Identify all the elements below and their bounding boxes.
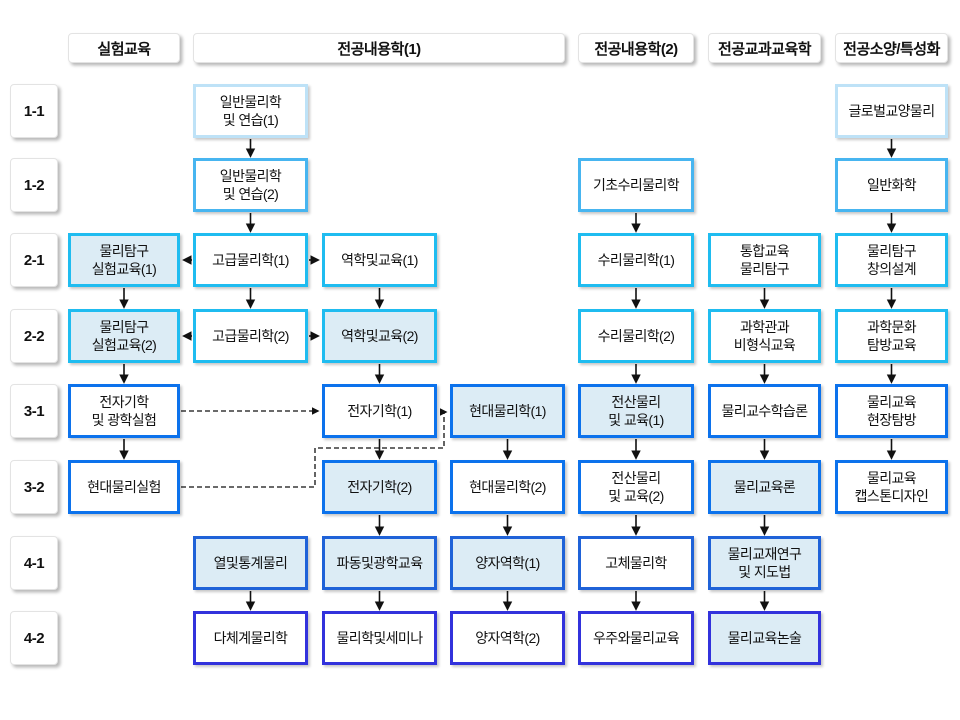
course-general-chemistry: 일반화학 xyxy=(835,158,948,212)
course-mathematical-physics-2: 수리물리학(2) xyxy=(578,309,694,363)
course-general-physics-2: 일반물리학 및 연습(2) xyxy=(193,158,308,212)
course-solid-state-physics: 고체물리학 xyxy=(578,536,694,590)
course-science-culture-field-trip-education: 과학문화 탐방교육 xyxy=(835,309,948,363)
course-many-body-physics: 다체계물리학 xyxy=(193,611,308,665)
course-physics-education-theory: 물리교육론 xyxy=(708,460,821,514)
row-label-2-2: 2-2 xyxy=(10,309,58,363)
column-header-major-content-1: 전공내용학(1) xyxy=(193,33,565,63)
course-physics-seminar: 물리학및세미나 xyxy=(322,611,437,665)
course-physics-inquiry-creative-design: 물리탐구 창의설계 xyxy=(835,233,948,287)
column-header-liberal-specialization: 전공소양/특성화 xyxy=(835,33,948,63)
course-modern-physics-2: 현대물리학(2) xyxy=(450,460,565,514)
course-modern-physics-lab: 현대물리실험 xyxy=(68,460,180,514)
column-header-subject-pedagogy: 전공교과교육학 xyxy=(708,33,821,63)
row-label-3-1: 3-1 xyxy=(10,384,58,438)
course-physics-education-field-trip: 물리교육 현장탐방 xyxy=(835,384,948,438)
course-advanced-physics-1: 고급물리학(1) xyxy=(193,233,308,287)
column-header-major-content-2: 전공내용학(2) xyxy=(578,33,694,63)
course-advanced-physics-2: 고급물리학(2) xyxy=(193,309,308,363)
course-physics-inquiry-lab-2: 물리탐구 실험교육(2) xyxy=(68,309,180,363)
course-mechanics-education-2: 역학및교육(2) xyxy=(322,309,437,363)
course-electromagnetism-1: 전자기학(1) xyxy=(322,384,437,438)
course-physics-materials-research-teaching: 물리교재연구 및 지도법 xyxy=(708,536,821,590)
course-universe-physics-education: 우주와물리교육 xyxy=(578,611,694,665)
course-integrated-physics-inquiry: 통합교육 물리탐구 xyxy=(708,233,821,287)
course-thermal-statistical-physics: 열및통계물리 xyxy=(193,536,308,590)
course-physics-inquiry-lab-1: 물리탐구 실험교육(1) xyxy=(68,233,180,287)
course-waves-optics-education: 파동및광학교육 xyxy=(322,536,437,590)
course-electromagnetism-2: 전자기학(2) xyxy=(322,460,437,514)
course-general-physics-1: 일반물리학 및 연습(1) xyxy=(193,84,308,138)
course-computational-physics-1: 전산물리 및 교육(1) xyxy=(578,384,694,438)
row-label-4-1: 4-1 xyxy=(10,536,58,590)
course-modern-physics-1: 현대물리학(1) xyxy=(450,384,565,438)
course-mathematical-physics-1: 수리물리학(1) xyxy=(578,233,694,287)
course-global-liberal-physics: 글로벌교양물리 xyxy=(835,84,948,138)
course-science-museum-informal-education: 과학관과 비형식교육 xyxy=(708,309,821,363)
course-em-and-optics-lab: 전자기학 및 광학실험 xyxy=(68,384,180,438)
course-physics-education-capstone-design: 물리교육 캡스톤디자인 xyxy=(835,460,948,514)
course-basic-mathematical-physics: 기초수리물리학 xyxy=(578,158,694,212)
course-quantum-mechanics-1: 양자역학(1) xyxy=(450,536,565,590)
column-header-experiment: 실험교육 xyxy=(68,33,180,63)
course-computational-physics-2: 전산물리 및 교육(2) xyxy=(578,460,694,514)
course-physics-teaching-learning-theory: 물리교수학습론 xyxy=(708,384,821,438)
course-quantum-mechanics-2: 양자역학(2) xyxy=(450,611,565,665)
row-label-2-1: 2-1 xyxy=(10,233,58,287)
row-label-4-2: 4-2 xyxy=(10,611,58,665)
course-physics-education-essay: 물리교육논술 xyxy=(708,611,821,665)
course-mechanics-education-1: 역학및교육(1) xyxy=(322,233,437,287)
row-label-3-2: 3-2 xyxy=(10,460,58,514)
row-label-1-2: 1-2 xyxy=(10,158,58,212)
row-label-1-1: 1-1 xyxy=(10,84,58,138)
